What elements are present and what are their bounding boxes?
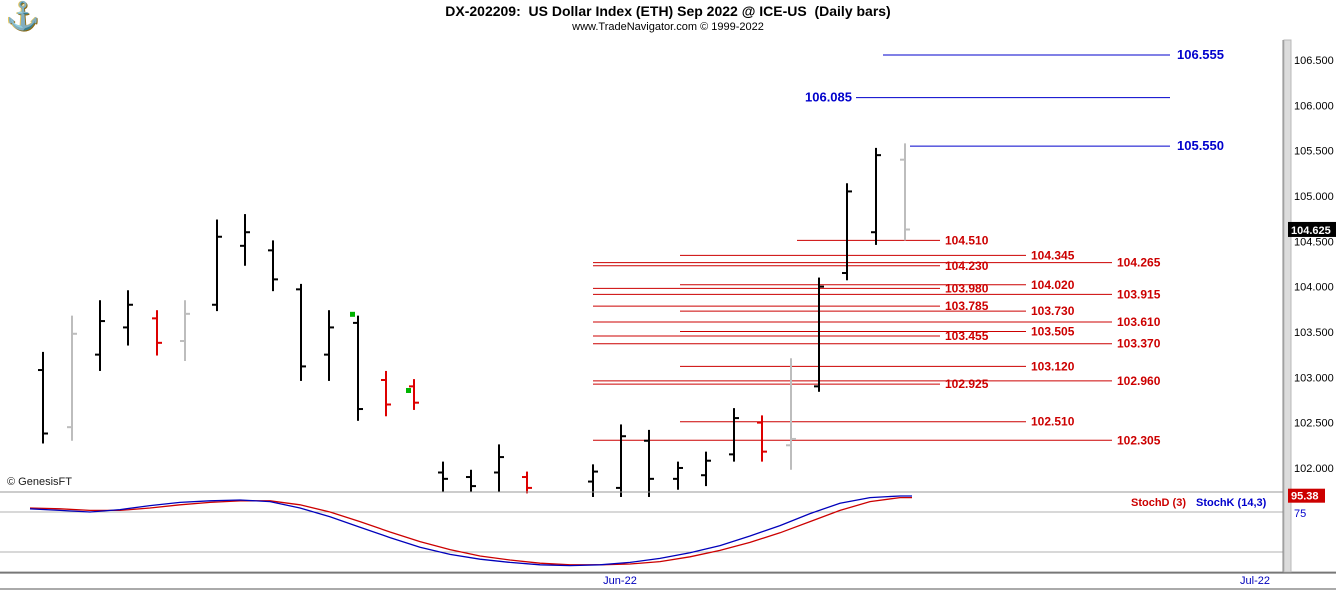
price-axis-tick[interactable]: 102.500 (1294, 418, 1334, 430)
genesisft-logo-icon: ⚓ (6, 1, 40, 31)
signal-dot-icon (406, 387, 411, 393)
support-level-label[interactable]: 102.960 (1117, 374, 1161, 388)
support-level-label[interactable]: 103.785 (945, 299, 989, 313)
price-axis-tick[interactable]: 103.000 (1294, 372, 1334, 384)
support-level-label[interactable]: 104.510 (945, 233, 989, 247)
price-axis-tick[interactable]: 105.000 (1294, 191, 1334, 203)
stoch-axis-tick-75[interactable]: 75 (1294, 508, 1306, 520)
x-axis-label-jun-22: Jun-22 (603, 575, 637, 587)
price-axis-tick[interactable]: 104.500 (1294, 236, 1334, 248)
price-axis-tick[interactable]: 106.500 (1294, 55, 1334, 67)
support-level-label[interactable]: 104.020 (1031, 278, 1075, 292)
stoch-value: 95.38 (1291, 491, 1319, 503)
resistance-level-label[interactable]: 105.550 (1177, 138, 1224, 153)
resistance-level-label[interactable]: 106.085 (805, 90, 852, 105)
chart-subtitle: www.TradeNavigator.com © 1999-2022 (572, 21, 764, 33)
support-level-label[interactable]: 102.925 (945, 377, 989, 391)
price-axis-tick[interactable]: 105.500 (1294, 146, 1334, 158)
last-price-value: 104.625 (1291, 225, 1331, 237)
last-price-badge (1288, 221, 1336, 237)
support-level-label[interactable]: 103.730 (1031, 304, 1075, 318)
signal-dot-icon (350, 311, 355, 317)
legend-stochd-label[interactable]: StochD (3) (1131, 497, 1186, 509)
support-level-label[interactable]: 102.510 (1031, 415, 1075, 429)
genesisft-copyright: © GenesisFT (7, 476, 72, 488)
support-level-label[interactable]: 102.305 (1117, 433, 1161, 447)
support-level-label[interactable]: 103.980 (945, 281, 989, 295)
legend-stochk-label[interactable]: StochK (14,3) (1196, 497, 1267, 509)
resistance-level-label[interactable]: 106.555 (1177, 47, 1224, 62)
price-axis-tick[interactable]: 103.500 (1294, 327, 1334, 339)
price-axis-tick[interactable]: 104.000 (1294, 282, 1334, 294)
support-level-label[interactable]: 104.345 (1031, 248, 1075, 262)
support-level-label[interactable]: 103.370 (1117, 337, 1161, 351)
chart-title: DX-202209: US Dollar Index (ETH) Sep 202… (445, 3, 891, 19)
x-axis-label-jul-22: Jul-22 (1240, 575, 1270, 587)
price-axis-tick[interactable]: 106.000 (1294, 100, 1334, 112)
stoch-value-badge (1288, 488, 1325, 503)
support-level-label[interactable]: 103.505 (1031, 325, 1075, 339)
support-level-label[interactable]: 103.610 (1117, 315, 1161, 329)
support-level-label[interactable]: 103.455 (945, 329, 989, 343)
stochk-line (29, 495, 912, 567)
support-level-label[interactable]: 103.915 (1117, 287, 1161, 301)
vertical-scrollbar[interactable] (1283, 39, 1292, 573)
support-level-label[interactable]: 103.120 (1031, 359, 1075, 373)
price-axis-tick[interactable]: 102.000 (1294, 463, 1334, 475)
support-level-label[interactable]: 104.230 (945, 259, 989, 273)
support-level-label[interactable]: 104.265 (1117, 256, 1161, 270)
stochd-line (29, 496, 912, 566)
